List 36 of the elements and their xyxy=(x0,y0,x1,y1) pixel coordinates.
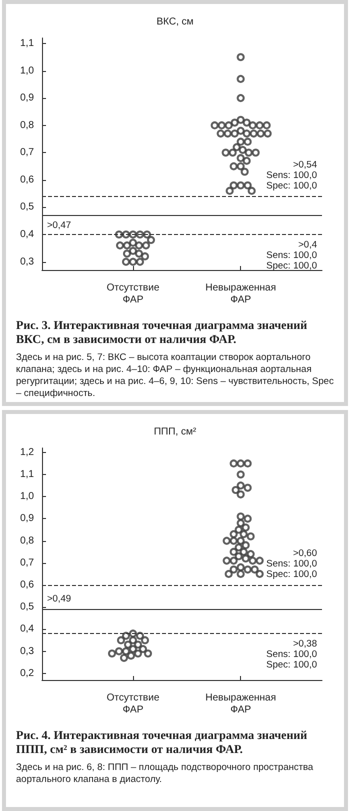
y-tick-label: 0,4 xyxy=(20,229,34,240)
y-tick-label: 0,9 xyxy=(20,92,34,104)
y-tick-label: 0,6 xyxy=(20,174,34,186)
y-tick-label: 0,6 xyxy=(20,579,34,590)
ref-line-label: >0,4 Sens: 100,0 Spec: 100,0 xyxy=(266,239,317,272)
y-tick-label: 1,0 xyxy=(20,491,34,502)
ref-line-label: >0,49 xyxy=(47,594,72,605)
y-tick-label: 0,9 xyxy=(20,513,34,524)
y-tick-label: 0,3 xyxy=(20,646,34,657)
y-tick-label: 0,5 xyxy=(20,602,34,613)
y-tick-label: 0,5 xyxy=(20,202,34,213)
y-tick-label: 0,8 xyxy=(20,120,34,131)
y-axis-title: ВКС, см xyxy=(156,16,194,28)
y-axis-title: ППП, см² xyxy=(154,426,197,438)
text: Здесь и на рис. 5, 7: ВКС – высота коаптации створок аортального клапана; здесь и на рис. 4–10: ФАР – функциональная аортальная регургитации; здесь и на рис. 4–6, 9, 10: Sens – чувствительность, Spec – специфичность. xyxy=(16,352,334,400)
y-tick-label: 0,8 xyxy=(20,535,34,546)
text: Здесь и на рис. 6, 8: ППП – площадь подстворочного пространства аортального клапана в диастолу. xyxy=(16,762,314,786)
x-tick-label: Отсутствие ФАР xyxy=(106,282,160,306)
y-tick-label: 1,2 xyxy=(20,446,34,458)
y-tick-label: 0,3 xyxy=(20,256,34,268)
x-tick-label: Невыраженная ФАР xyxy=(205,282,276,306)
y-tick-label: 0,7 xyxy=(20,147,34,158)
ref-line-label: >0,47 xyxy=(47,220,72,232)
y-tick-label: 0,7 xyxy=(20,557,34,568)
x-tick-label: Отсутствие ФАР xyxy=(106,692,160,716)
text: Рис. 4. Интерактивная точечная диаграмма значений ППП, см² в зависимости от наличия ФАР. xyxy=(16,728,308,756)
text: Рис. 3. Интерактивная точечная диаграмма значений ВКС, см в зависимости от наличия ФАР. xyxy=(16,318,308,346)
y-tick-label: 0,4 xyxy=(20,624,34,635)
ref-line-label: >0,60 Sens: 100,0 Spec: 100,0 xyxy=(266,548,317,580)
ref-line-label: >0,38 Sens: 100,0 Spec: 100,0 xyxy=(266,638,317,670)
y-tick-label: 1,1 xyxy=(20,469,34,480)
y-tick-label: 1,1 xyxy=(20,38,34,49)
x-tick-label: Невыраженная ФАР xyxy=(205,692,276,716)
ref-line-label: >0,54 Sens: 100,0 Spec: 100,0 xyxy=(266,160,317,192)
y-tick-label: 0,2 xyxy=(20,668,34,679)
y-tick-label: 1,0 xyxy=(20,65,34,76)
